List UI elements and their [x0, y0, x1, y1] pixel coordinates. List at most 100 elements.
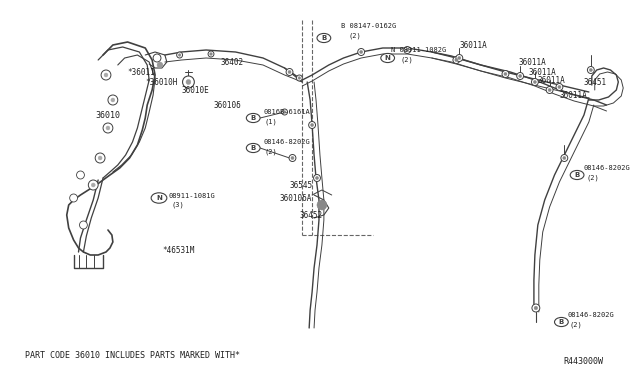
Text: 36011A: 36011A [460, 41, 487, 49]
Ellipse shape [360, 51, 363, 54]
Ellipse shape [291, 156, 294, 160]
Ellipse shape [92, 183, 95, 187]
Ellipse shape [534, 306, 538, 310]
Ellipse shape [558, 86, 561, 89]
Text: 08911-1081G: 08911-1081G [169, 193, 216, 199]
Text: B 08147-0162G: B 08147-0162G [340, 23, 396, 29]
Ellipse shape [502, 71, 509, 77]
Ellipse shape [381, 54, 394, 62]
Ellipse shape [186, 80, 191, 84]
Ellipse shape [286, 68, 293, 76]
Ellipse shape [554, 317, 568, 327]
Text: 08146-8202G: 08146-8202G [263, 139, 310, 145]
Ellipse shape [298, 77, 301, 79]
Ellipse shape [556, 83, 563, 90]
Ellipse shape [532, 304, 540, 312]
Text: 36010E: 36010E [182, 86, 209, 94]
Text: 36010: 36010 [95, 110, 120, 119]
Text: 08146-8202G: 08146-8202G [584, 165, 630, 171]
Ellipse shape [406, 48, 409, 52]
Ellipse shape [504, 73, 507, 76]
Text: (2): (2) [569, 322, 582, 328]
Text: (2): (2) [265, 149, 278, 155]
Ellipse shape [314, 174, 321, 182]
Ellipse shape [316, 176, 319, 180]
Ellipse shape [246, 113, 260, 122]
Ellipse shape [111, 98, 115, 102]
Text: B: B [251, 145, 256, 151]
Text: 36545: 36545 [289, 180, 313, 189]
Ellipse shape [561, 154, 568, 161]
Text: (2): (2) [401, 57, 413, 63]
Ellipse shape [70, 194, 77, 202]
Ellipse shape [563, 156, 566, 160]
Text: *46531M: *46531M [162, 246, 195, 254]
Text: 08146-8202G: 08146-8202G [567, 312, 614, 318]
Ellipse shape [533, 80, 536, 84]
Ellipse shape [288, 70, 291, 74]
Ellipse shape [404, 46, 411, 54]
Ellipse shape [179, 54, 181, 56]
Text: (2): (2) [587, 175, 600, 181]
Ellipse shape [104, 73, 108, 77]
Ellipse shape [101, 70, 111, 80]
Text: 36452: 36452 [300, 211, 323, 219]
Ellipse shape [317, 200, 327, 210]
Text: 36011A: 36011A [518, 58, 546, 67]
Ellipse shape [308, 122, 316, 128]
Text: B: B [321, 35, 326, 41]
Text: (3): (3) [172, 202, 184, 208]
Ellipse shape [79, 221, 87, 229]
Ellipse shape [458, 57, 461, 60]
Ellipse shape [95, 153, 105, 163]
Ellipse shape [103, 123, 113, 133]
Text: B: B [559, 319, 564, 325]
Ellipse shape [456, 55, 463, 61]
Text: R443000W: R443000W [564, 357, 604, 366]
Text: (1): (1) [265, 119, 278, 125]
Ellipse shape [177, 52, 182, 58]
Text: N 08911-1082G: N 08911-1082G [390, 47, 446, 53]
Ellipse shape [88, 180, 98, 190]
Ellipse shape [453, 57, 460, 64]
Ellipse shape [455, 58, 458, 62]
Ellipse shape [296, 75, 302, 81]
Ellipse shape [77, 171, 84, 179]
Text: 0816B-6161A: 0816B-6161A [263, 109, 310, 115]
Text: 36011A: 36011A [559, 90, 587, 99]
Ellipse shape [570, 170, 584, 180]
Ellipse shape [210, 53, 212, 55]
Text: *36011: *36011 [127, 67, 156, 77]
Ellipse shape [289, 154, 296, 161]
Ellipse shape [310, 124, 314, 126]
Text: (2): (2) [348, 33, 361, 39]
Ellipse shape [182, 76, 195, 88]
Text: N: N [385, 55, 390, 61]
Text: 36011A: 36011A [538, 76, 566, 84]
Ellipse shape [531, 78, 538, 86]
Text: *36010H: *36010H [145, 77, 178, 87]
Text: 36011A: 36011A [528, 67, 556, 77]
Text: 36402: 36402 [221, 58, 244, 67]
Ellipse shape [157, 62, 163, 68]
Ellipse shape [106, 126, 110, 130]
Ellipse shape [246, 144, 260, 153]
Ellipse shape [151, 193, 167, 203]
Ellipse shape [546, 87, 553, 93]
Ellipse shape [518, 74, 522, 78]
Ellipse shape [284, 110, 286, 113]
Ellipse shape [98, 156, 102, 160]
Text: 36451: 36451 [584, 77, 607, 87]
Ellipse shape [282, 109, 287, 115]
Ellipse shape [358, 48, 365, 55]
Text: B: B [251, 115, 256, 121]
Ellipse shape [153, 54, 161, 62]
Ellipse shape [589, 68, 593, 71]
Text: N: N [156, 195, 162, 201]
Ellipse shape [588, 67, 595, 74]
Text: 36010δA: 36010δA [280, 193, 312, 202]
Text: 36010δ: 36010δ [214, 100, 242, 109]
Ellipse shape [516, 73, 524, 80]
Ellipse shape [108, 95, 118, 105]
Text: B: B [575, 172, 580, 178]
